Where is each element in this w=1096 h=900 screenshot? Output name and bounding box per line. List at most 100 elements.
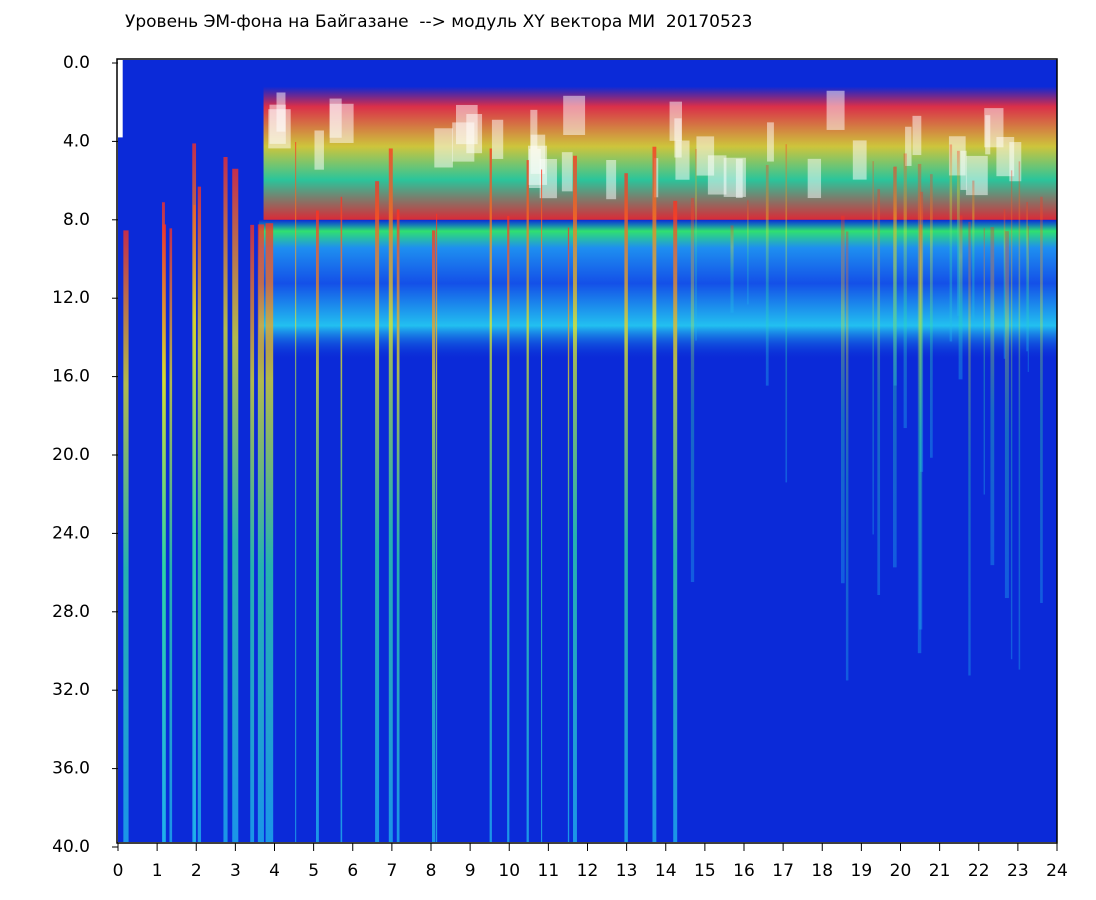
y-tick-label: 40.0 bbox=[52, 837, 90, 857]
spectrogram-image bbox=[118, 60, 1057, 842]
streak bbox=[435, 213, 438, 842]
x-tick-label: 24 bbox=[1046, 861, 1068, 881]
streak bbox=[958, 215, 963, 380]
patch bbox=[707, 155, 727, 195]
x-tick-label: 1 bbox=[152, 861, 163, 881]
y-tick-label: 36.0 bbox=[52, 759, 90, 779]
streak bbox=[567, 227, 570, 842]
x-tick-label: 15 bbox=[694, 861, 716, 881]
streak bbox=[652, 146, 657, 842]
y-tick-label: 28.0 bbox=[52, 602, 90, 622]
streak bbox=[432, 230, 436, 842]
x-tick-label: 5 bbox=[308, 861, 319, 881]
patch bbox=[530, 109, 538, 150]
streak bbox=[1040, 196, 1043, 603]
patch bbox=[314, 130, 324, 170]
y-tick-label: 16.0 bbox=[52, 367, 90, 387]
streak bbox=[785, 144, 788, 483]
streak bbox=[340, 196, 343, 842]
streak bbox=[197, 186, 202, 842]
x-tick-label: 11 bbox=[538, 861, 560, 881]
streak bbox=[265, 223, 274, 842]
y-tick-label: 32.0 bbox=[52, 680, 90, 700]
x-tick-label: 7 bbox=[386, 861, 397, 881]
y-tick-label: 20.0 bbox=[52, 445, 90, 465]
streak bbox=[1004, 231, 1009, 599]
streak bbox=[956, 150, 960, 316]
streak bbox=[169, 228, 173, 842]
patch bbox=[491, 119, 504, 159]
patch bbox=[1009, 142, 1022, 182]
streak bbox=[507, 215, 510, 842]
patch bbox=[434, 128, 453, 168]
streak bbox=[983, 227, 985, 495]
x-tick-label: 6 bbox=[347, 861, 358, 881]
x-tick-label: 16 bbox=[733, 861, 755, 881]
patch bbox=[767, 122, 774, 162]
streak bbox=[624, 173, 628, 842]
x-tick-label: 10 bbox=[498, 861, 520, 881]
chart-title: Уровень ЭМ-фона на Байгазане --> модуль … bbox=[125, 12, 752, 32]
streak bbox=[192, 143, 197, 842]
x-tick-label: 22 bbox=[968, 861, 990, 881]
streak bbox=[990, 227, 995, 566]
streak bbox=[316, 210, 319, 842]
streak bbox=[690, 197, 695, 583]
patch bbox=[563, 95, 586, 136]
x-tick-label: 12 bbox=[577, 861, 599, 881]
x-tick-label: 13 bbox=[616, 861, 638, 881]
patch bbox=[329, 103, 354, 143]
streak bbox=[223, 157, 228, 842]
streak bbox=[1027, 226, 1029, 372]
streak bbox=[123, 230, 129, 842]
x-tick-label: 2 bbox=[191, 861, 202, 881]
streak bbox=[375, 181, 380, 842]
streak bbox=[841, 215, 845, 584]
y-tick-label: 12.0 bbox=[52, 288, 90, 308]
x-tick-label: 17 bbox=[772, 861, 794, 881]
patch bbox=[826, 90, 845, 130]
x-tick-label: 9 bbox=[465, 861, 476, 881]
y-tick-label: 8.0 bbox=[63, 210, 90, 230]
streak bbox=[388, 148, 393, 842]
streak bbox=[929, 174, 933, 458]
streak bbox=[695, 148, 697, 341]
streak bbox=[541, 169, 543, 842]
streak bbox=[919, 191, 924, 472]
streak bbox=[396, 209, 400, 842]
y-tick-label: 0.0 bbox=[63, 53, 90, 73]
patch bbox=[456, 104, 478, 145]
streak bbox=[295, 141, 297, 842]
x-tick-label: 21 bbox=[929, 861, 951, 881]
streak bbox=[162, 224, 167, 842]
x-tick-label: 4 bbox=[269, 861, 280, 881]
streak bbox=[526, 160, 529, 842]
x-tick-label: 3 bbox=[230, 861, 241, 881]
patch bbox=[960, 150, 967, 190]
streak bbox=[673, 200, 678, 842]
streak bbox=[730, 225, 734, 313]
streak bbox=[893, 166, 897, 568]
x-tick-label: 18 bbox=[811, 861, 833, 881]
streak bbox=[765, 165, 769, 386]
x-tick-label: 0 bbox=[113, 861, 124, 881]
streak bbox=[257, 224, 264, 842]
streak bbox=[845, 231, 849, 681]
streak bbox=[489, 148, 492, 842]
streak bbox=[1018, 161, 1021, 670]
patch bbox=[905, 126, 912, 166]
y-tick-label: 4.0 bbox=[63, 131, 90, 151]
top-band bbox=[263, 86, 1057, 220]
streak bbox=[972, 180, 975, 323]
patch bbox=[561, 152, 573, 192]
streak bbox=[903, 153, 907, 429]
streak bbox=[877, 189, 881, 596]
patch bbox=[674, 118, 682, 158]
patch bbox=[984, 108, 1004, 148]
streak bbox=[250, 224, 255, 842]
streak bbox=[232, 168, 239, 842]
patch bbox=[807, 158, 822, 199]
streak bbox=[747, 200, 749, 305]
patch bbox=[852, 140, 867, 180]
